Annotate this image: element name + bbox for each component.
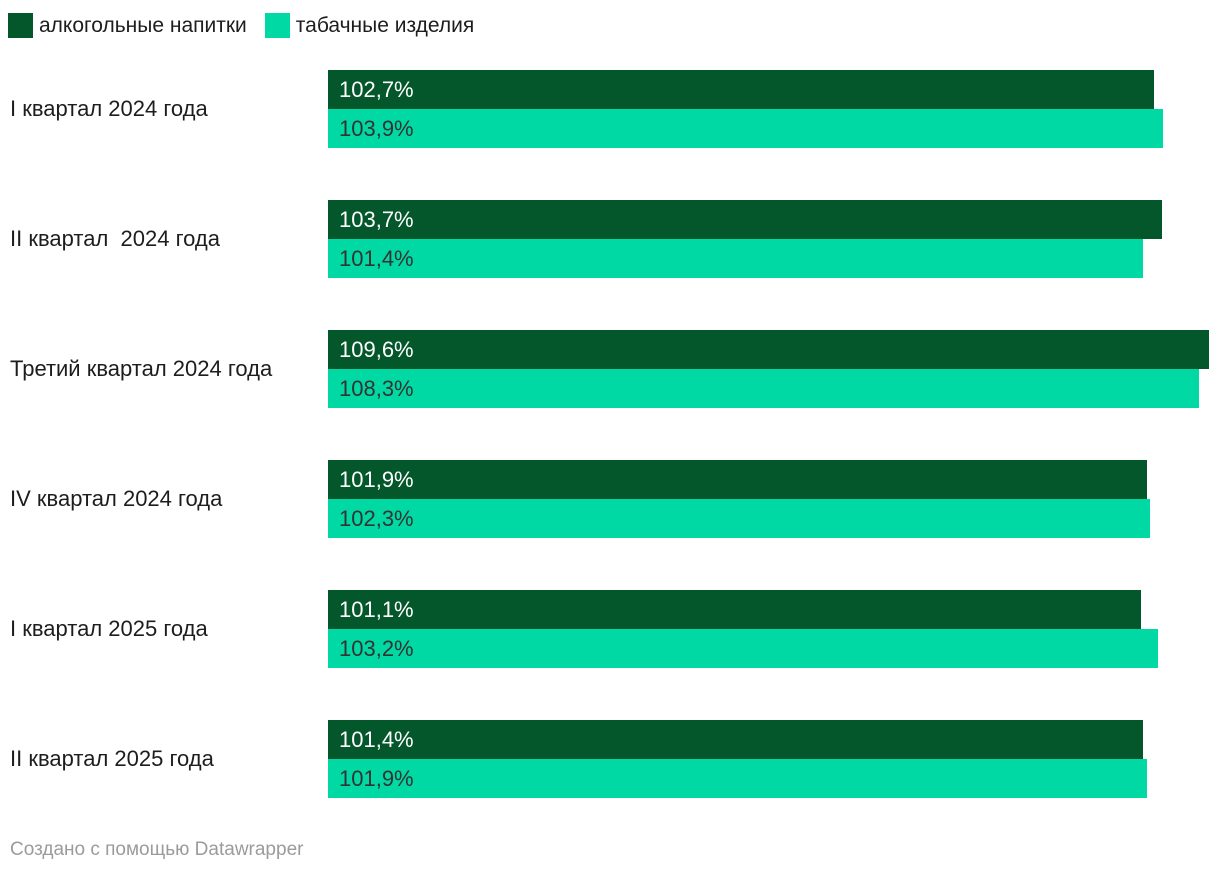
legend: алкогольные напитки табачные изделия xyxy=(8,13,474,38)
bar-group: 102,7% 103,9% xyxy=(328,70,1164,148)
bar-value-label-tobacco: 103,2% xyxy=(339,635,414,661)
bar-value-label-alcohol: 102,7% xyxy=(339,76,414,102)
bar-value-label-tobacco: 102,3% xyxy=(339,505,414,531)
chart-row: II квартал 2025 года 101,4% 101,9% xyxy=(0,720,1220,798)
bar-value-label-tobacco: 103,9% xyxy=(339,115,414,141)
bar-value-label-alcohol: 101,4% xyxy=(339,726,414,752)
bar-tobacco: 102,3% xyxy=(328,499,1151,538)
category-label: II квартал 2024 года xyxy=(10,226,220,251)
bar-alcohol: 101,4% xyxy=(328,720,1144,759)
bar-alcohol: 101,1% xyxy=(328,590,1141,629)
category-label: IV квартал 2024 года xyxy=(10,486,223,511)
bar-alcohol: 103,7% xyxy=(328,200,1162,239)
chart-row: IV квартал 2024 года 101,9% 102,3% xyxy=(0,460,1220,538)
legend-swatch-tobacco xyxy=(264,13,290,38)
bar-value-label-tobacco: 101,9% xyxy=(339,765,414,791)
bar-group: 109,6% 108,3% xyxy=(328,330,1209,408)
category-label: Третий квартал 2024 года xyxy=(10,356,273,381)
legend-label: алкогольные напитки xyxy=(39,14,247,37)
bar-group: 101,9% 102,3% xyxy=(328,460,1151,538)
chart-row: I квартал 2025 года 101,1% 103,2% xyxy=(0,590,1220,668)
bar-value-label-alcohol: 103,7% xyxy=(339,206,414,232)
bar-alcohol: 102,7% xyxy=(328,70,1154,109)
bar-alcohol: 109,6% xyxy=(328,330,1209,369)
bar-value-label-tobacco: 101,4% xyxy=(339,245,414,271)
legend-item-tobacco: табачные изделия xyxy=(264,13,475,38)
legend-swatch-alcohol xyxy=(8,13,33,38)
category-label: I квартал 2024 года xyxy=(10,96,208,121)
legend-item-alcohol: алкогольные напитки xyxy=(8,13,247,38)
bar-group: 101,4% 101,9% xyxy=(328,720,1148,798)
bar-value-label-alcohol: 109,6% xyxy=(339,336,414,362)
chart-row: I квартал 2024 года 102,7% 103,9% xyxy=(0,70,1220,148)
attribution-text: Создано с помощью Datawrapper xyxy=(10,839,304,860)
bar-value-label-alcohol: 101,9% xyxy=(339,466,414,492)
bar-group: 101,1% 103,2% xyxy=(328,590,1158,668)
chart-row: Третий квартал 2024 года 109,6% 108,3% xyxy=(0,330,1220,408)
bar-value-label-alcohol: 101,1% xyxy=(339,596,414,622)
legend-label: табачные изделия xyxy=(295,14,475,37)
category-label: I квартал 2025 года xyxy=(10,616,208,641)
bar-value-label-tobacco: 108,3% xyxy=(339,375,414,401)
bar-tobacco: 101,4% xyxy=(328,239,1144,278)
category-label: II квартал 2025 года xyxy=(10,746,214,771)
bar-alcohol: 101,9% xyxy=(328,460,1148,499)
bar-tobacco: 103,2% xyxy=(328,629,1158,668)
bar-tobacco: 108,3% xyxy=(328,369,1199,408)
bar-tobacco: 101,9% xyxy=(328,759,1148,798)
bar-tobacco: 103,9% xyxy=(328,109,1164,148)
chart-row: II квартал 2024 года 103,7% 101,4% xyxy=(0,200,1220,278)
bar-group: 103,7% 101,4% xyxy=(328,200,1162,278)
